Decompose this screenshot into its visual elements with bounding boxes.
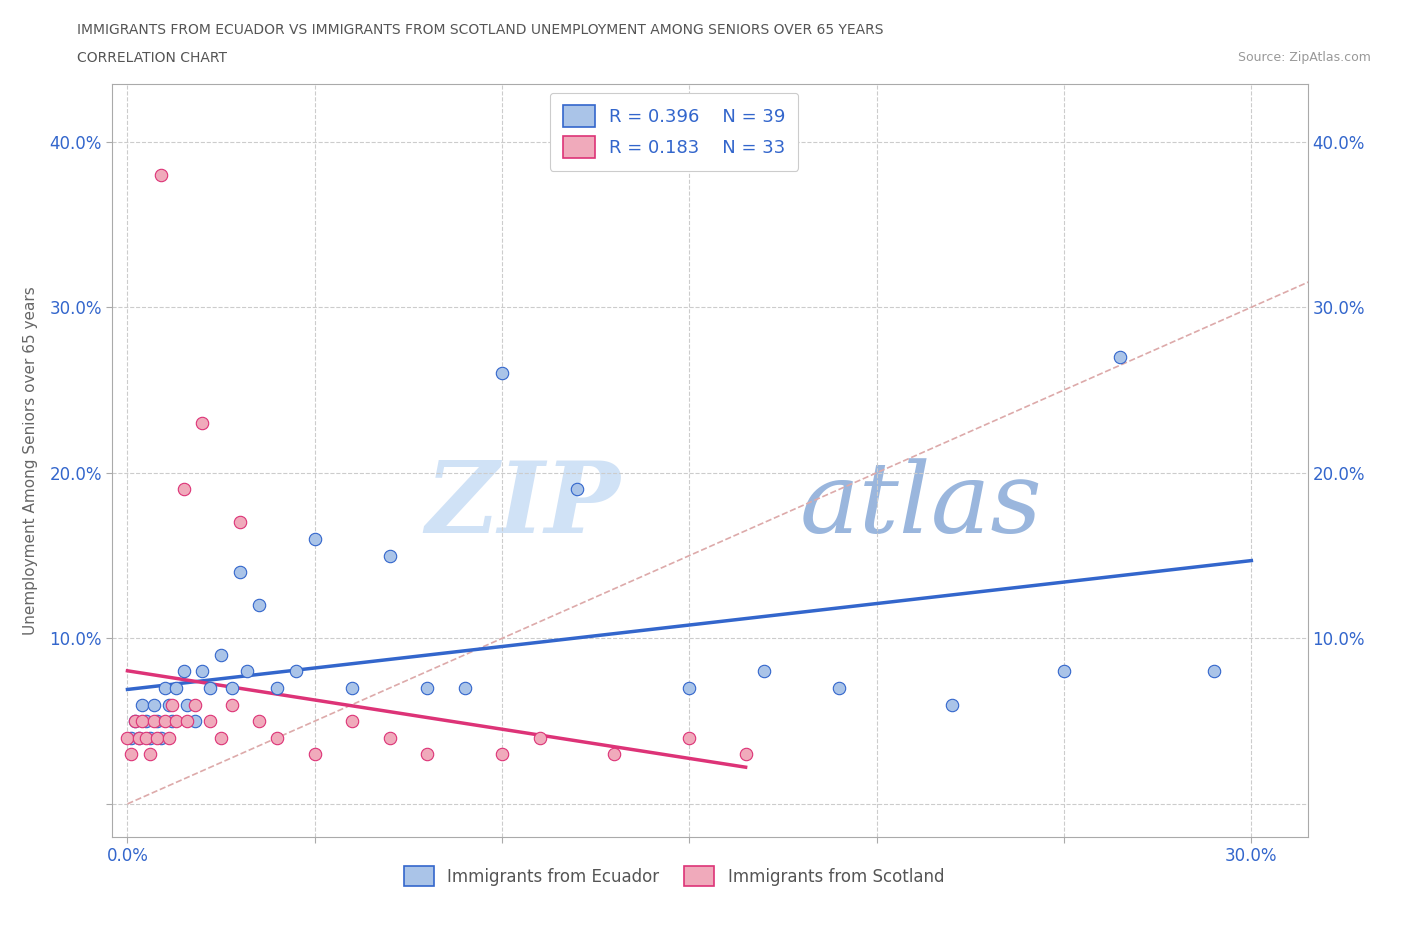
Point [135,713,157,728]
Point [128,730,150,745]
Point [378,730,401,745]
Point [184,713,207,728]
Text: CORRELATION CHART: CORRELATION CHART [77,51,228,65]
Point [135,730,157,745]
Point [378,548,401,563]
Point [165,681,187,696]
Point [173,482,195,497]
Point [342,713,364,728]
Point [117,730,139,745]
Point [221,698,243,712]
Point [247,713,270,728]
Point [131,698,153,712]
Text: atlas: atlas [800,458,1042,553]
Point [162,713,184,728]
Point [157,730,180,745]
Point [603,747,626,762]
Point [120,747,142,762]
Text: IMMIGRANTS FROM ECUADOR VS IMMIGRANTS FROM SCOTLAND UNEMPLOYMENT AMONG SENIORS O: IMMIGRANTS FROM ECUADOR VS IMMIGRANTS FR… [77,23,884,37]
Point [266,681,288,696]
Point [142,713,165,728]
Point [1053,664,1076,679]
Point [416,681,439,696]
Point [146,730,169,745]
Point [565,482,588,497]
Point [176,698,198,712]
Point [191,664,214,679]
Point [157,698,180,712]
Point [139,747,162,762]
Point [236,664,259,679]
Point [131,713,153,728]
Point [529,730,551,745]
Point [184,698,207,712]
Point [342,681,364,696]
Text: Source: ZipAtlas.com: Source: ZipAtlas.com [1237,51,1371,64]
Point [828,681,851,696]
Point [120,730,142,745]
Point [150,730,173,745]
Point [754,664,776,679]
Point [142,698,165,712]
Point [198,713,221,728]
Point [247,598,270,613]
Point [162,698,184,712]
Point [153,681,176,696]
Point [1109,350,1132,365]
Point [491,366,513,381]
Point [221,681,243,696]
Point [150,167,173,182]
Point [191,416,214,431]
Point [491,747,513,762]
Point [453,681,475,696]
Point [124,713,146,728]
Point [209,647,232,662]
Y-axis label: Unemployment Among Seniors over 65 years: Unemployment Among Seniors over 65 years [24,286,38,634]
Point [139,730,162,745]
Point [165,713,187,728]
Point [229,565,252,579]
Point [209,730,232,745]
Point [734,747,756,762]
Point [153,713,176,728]
Point [285,664,308,679]
Point [198,681,221,696]
Point [266,730,288,745]
Point [176,713,198,728]
Point [1202,664,1225,679]
Point [128,730,150,745]
Legend: Immigrants from Ecuador, Immigrants from Scotland: Immigrants from Ecuador, Immigrants from… [394,857,955,897]
Point [173,664,195,679]
Point [941,698,963,712]
Point [124,713,146,728]
Point [678,730,700,745]
Point [229,515,252,530]
Point [678,681,700,696]
Point [416,747,439,762]
Point [146,713,169,728]
Text: ZIP: ZIP [426,458,620,553]
Point [304,747,326,762]
Point [304,532,326,547]
